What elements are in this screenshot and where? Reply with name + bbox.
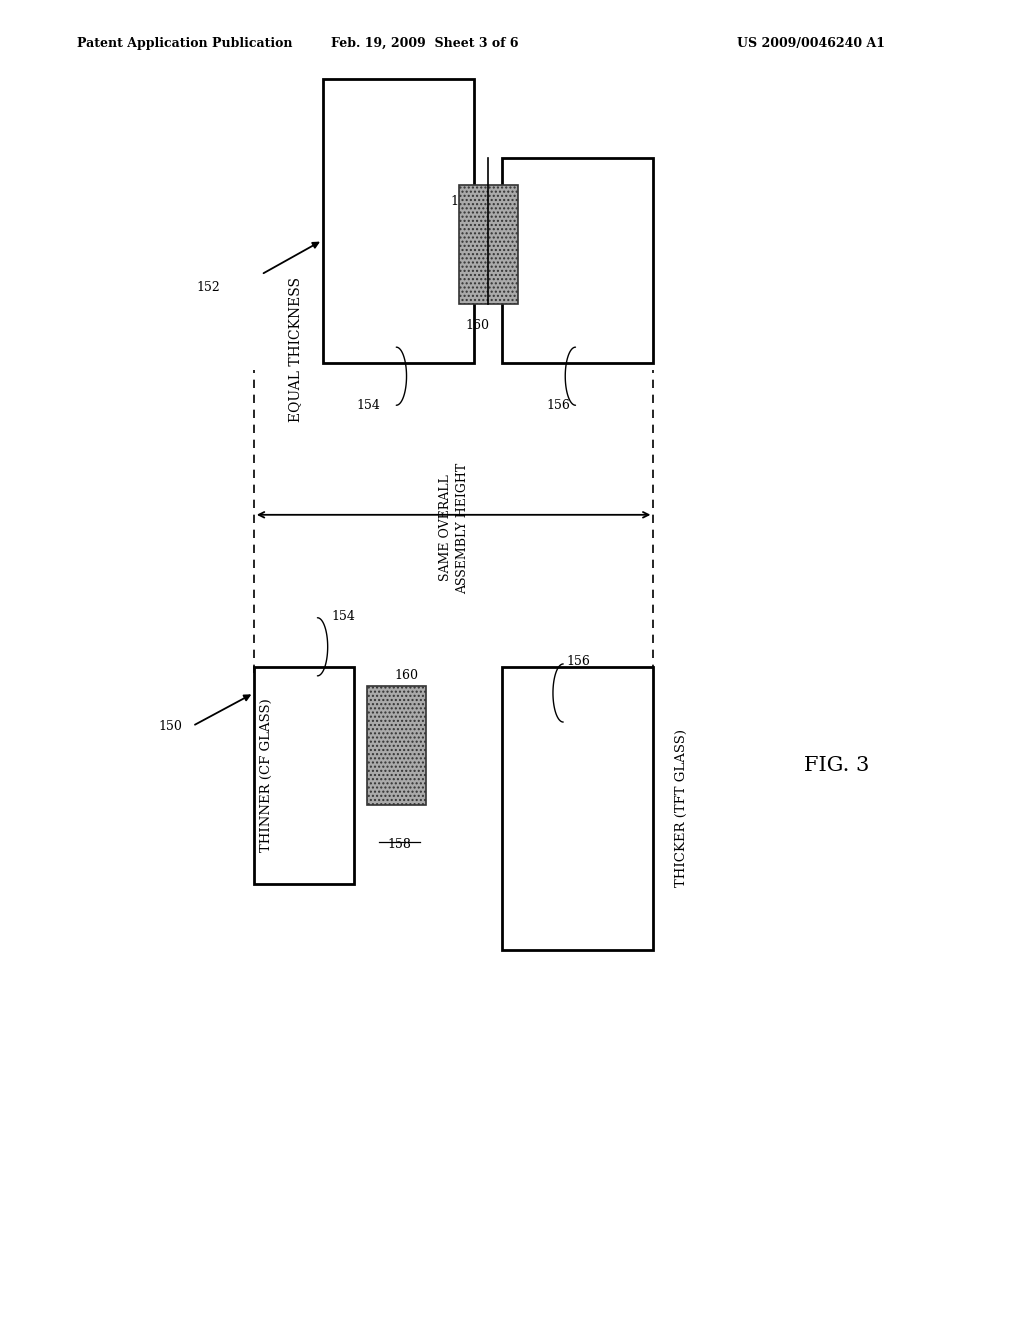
Text: 158: 158 — [451, 195, 475, 209]
Text: Patent Application Publication: Patent Application Publication — [77, 37, 292, 50]
Bar — [254, 667, 354, 884]
Text: 158: 158 — [387, 838, 412, 851]
Text: THINNER (CF GLASS): THINNER (CF GLASS) — [260, 698, 272, 851]
Bar — [367, 686, 426, 805]
Text: US 2009/0046240 A1: US 2009/0046240 A1 — [737, 37, 886, 50]
Bar — [323, 79, 474, 363]
Text: 154: 154 — [331, 610, 355, 623]
Bar — [502, 158, 653, 363]
Text: 156: 156 — [566, 655, 591, 668]
Text: 152: 152 — [197, 281, 220, 294]
Text: Feb. 19, 2009  Sheet 3 of 6: Feb. 19, 2009 Sheet 3 of 6 — [331, 37, 519, 50]
Bar — [459, 185, 518, 304]
Text: 150: 150 — [159, 719, 182, 733]
Bar — [502, 667, 653, 950]
Text: 156: 156 — [546, 399, 570, 412]
Text: FIG. 3: FIG. 3 — [804, 756, 869, 775]
Text: SAME OVERALL
ASSEMBLY HEIGHT: SAME OVERALL ASSEMBLY HEIGHT — [438, 462, 469, 594]
Text: EQUAL THICKNESS: EQUAL THICKNESS — [288, 277, 302, 422]
Text: 160: 160 — [466, 319, 489, 333]
Text: THICKER (TFT GLASS): THICKER (TFT GLASS) — [675, 729, 687, 887]
Text: 154: 154 — [356, 399, 381, 412]
Text: 160: 160 — [394, 669, 418, 682]
